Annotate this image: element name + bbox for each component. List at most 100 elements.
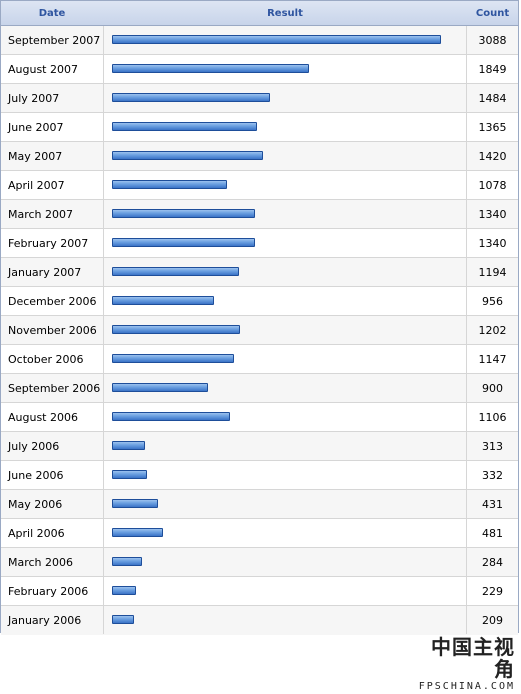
row-count: 313	[482, 440, 503, 453]
row-count: 1078	[478, 179, 507, 192]
table-row: August 2006 1106	[1, 403, 518, 432]
result-bar	[112, 354, 234, 363]
row-date: May 2006	[1, 490, 104, 518]
table-row: October 2006 1147	[1, 345, 518, 374]
watermark-cn: 中国主视角	[431, 635, 515, 681]
row-date: July 2007	[1, 84, 104, 112]
table-header: Date Result Count	[1, 1, 518, 26]
result-bar	[112, 615, 134, 624]
row-result	[104, 432, 467, 460]
table-row: June 2007 1365	[1, 113, 518, 142]
row-date: February 2007	[1, 229, 104, 257]
table-row: March 2006 284	[1, 548, 518, 577]
row-result	[104, 316, 467, 344]
row-result	[104, 519, 467, 547]
row-count: 1202	[478, 324, 507, 337]
row-result	[104, 200, 467, 228]
row-result	[104, 26, 467, 54]
row-count: 284	[482, 556, 503, 569]
table-row: December 2006 956	[1, 287, 518, 316]
result-bar	[112, 122, 257, 131]
row-count: 332	[482, 469, 503, 482]
result-bar	[112, 528, 163, 537]
row-date: June 2007	[1, 113, 104, 141]
row-result	[104, 171, 467, 199]
row-count: 900	[482, 382, 503, 395]
result-bar	[112, 93, 270, 102]
table-body: September 2007 3088 August 2007 1849 July 20…	[1, 26, 518, 635]
row-count: 1106	[478, 411, 507, 424]
result-bar	[112, 470, 147, 479]
table-row: June 2006 332	[1, 461, 518, 490]
row-count: 1340	[478, 237, 507, 250]
row-date: January 2006	[1, 606, 104, 634]
row-date: March 2007	[1, 200, 104, 228]
table-row: November 2006 1202	[1, 316, 518, 345]
row-result	[104, 490, 467, 518]
row-date: December 2006	[1, 287, 104, 315]
table-row: April 2007 1078	[1, 171, 518, 200]
result-bar	[112, 586, 136, 595]
result-bar	[112, 64, 309, 73]
row-date: August 2006	[1, 403, 104, 431]
row-date: April 2007	[1, 171, 104, 199]
row-date: August 2007	[1, 55, 104, 83]
row-result	[104, 577, 467, 605]
table-row: May 2006 431	[1, 490, 518, 519]
result-bar	[112, 557, 142, 566]
row-result	[104, 55, 467, 83]
row-result	[104, 142, 467, 170]
row-date: January 2007	[1, 258, 104, 286]
watermark-en: FPSCHINA.COM	[418, 681, 515, 692]
table-row: January 2006 209	[1, 606, 518, 635]
row-result	[104, 548, 467, 576]
row-result	[104, 461, 467, 489]
result-bar	[112, 238, 255, 247]
row-count: 956	[482, 295, 503, 308]
row-date: February 2006	[1, 577, 104, 605]
table-row: September 2007 3088	[1, 26, 518, 55]
row-result	[104, 345, 467, 373]
table-row: March 2007 1340	[1, 200, 518, 229]
row-result	[104, 258, 467, 286]
row-result	[104, 229, 467, 257]
header-result[interactable]: Result	[267, 8, 303, 19]
table-row: July 2007 1484	[1, 84, 518, 113]
row-result	[104, 113, 467, 141]
row-date: September 2006	[1, 374, 104, 402]
row-result	[104, 287, 467, 315]
row-count: 481	[482, 527, 503, 540]
result-bar	[112, 412, 230, 421]
header-date[interactable]: Date	[38, 8, 66, 19]
table-row: January 2007 1194	[1, 258, 518, 287]
row-count: 1365	[478, 121, 507, 134]
result-bar	[112, 325, 240, 334]
result-bar	[112, 441, 145, 450]
row-date: September 2007	[1, 26, 104, 54]
row-date: April 2006	[1, 519, 104, 547]
row-date: July 2006	[1, 432, 104, 460]
row-result	[104, 84, 467, 112]
row-count: 1194	[478, 266, 507, 279]
row-date: June 2006	[1, 461, 104, 489]
table-row: August 2007 1849	[1, 55, 518, 84]
row-date: October 2006	[1, 345, 104, 373]
row-count: 3088	[478, 34, 507, 47]
table-row: February 2006 229	[1, 577, 518, 606]
table-row: July 2006 313	[1, 432, 518, 461]
row-count: 229	[482, 585, 503, 598]
result-bar	[112, 151, 263, 160]
result-bar	[112, 296, 214, 305]
row-count: 1849	[478, 63, 507, 76]
header-count[interactable]: Count	[475, 8, 510, 19]
table-row: May 2007 1420	[1, 142, 518, 171]
row-result	[104, 606, 467, 634]
result-bar	[112, 383, 208, 392]
table-row: April 2006 481	[1, 519, 518, 548]
result-bar	[112, 180, 227, 189]
table-row: February 2007 1340	[1, 229, 518, 258]
row-count: 209	[482, 614, 503, 627]
row-date: November 2006	[1, 316, 104, 344]
row-count: 1147	[478, 353, 507, 366]
watermark-logo: 中国主视角 FPSCHINA.COM	[411, 636, 515, 692]
